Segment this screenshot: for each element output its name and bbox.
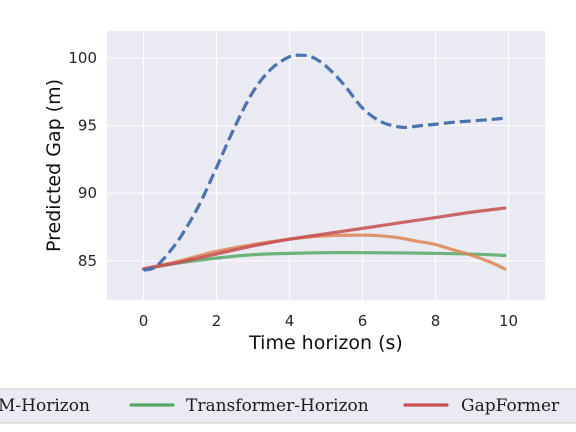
legend-box — [0, 388, 576, 424]
x-tick-label: 10 — [499, 312, 518, 330]
x-tick-label: 8 — [431, 312, 441, 330]
y-tick-label: 100 — [68, 49, 97, 67]
x-tick-label: 0 — [139, 312, 149, 330]
x-tick-label: 4 — [285, 312, 295, 330]
legend-label: GapFormer — [461, 396, 560, 416]
tick-labels: 0 2 4 6 8 10 85 90 95 100 — [68, 49, 518, 330]
x-tick-label: 6 — [358, 312, 368, 330]
y-tick-label: 85 — [78, 252, 97, 270]
y-tick-label: 90 — [78, 184, 97, 202]
legend: M-Horizon Transformer-Horizon GapFormer — [0, 388, 576, 424]
series-line-lstm-horizon — [141, 233, 507, 271]
series-line-transformer-horizon — [141, 251, 507, 271]
y-axis-label: Predicted Gap (m) — [43, 79, 65, 252]
legend-label: M-Horizon — [0, 396, 90, 416]
y-tick-label: 95 — [78, 117, 97, 135]
series-line-ground-truth — [143, 53, 505, 272]
legend-label: Transformer-Horizon — [186, 396, 369, 416]
series-line-gapformer — [141, 206, 507, 271]
plot-background — [107, 31, 545, 300]
series-layer — [141, 53, 507, 272]
x-tick-label: 2 — [212, 312, 222, 330]
x-axis-label: Time horizon (s) — [248, 332, 403, 354]
